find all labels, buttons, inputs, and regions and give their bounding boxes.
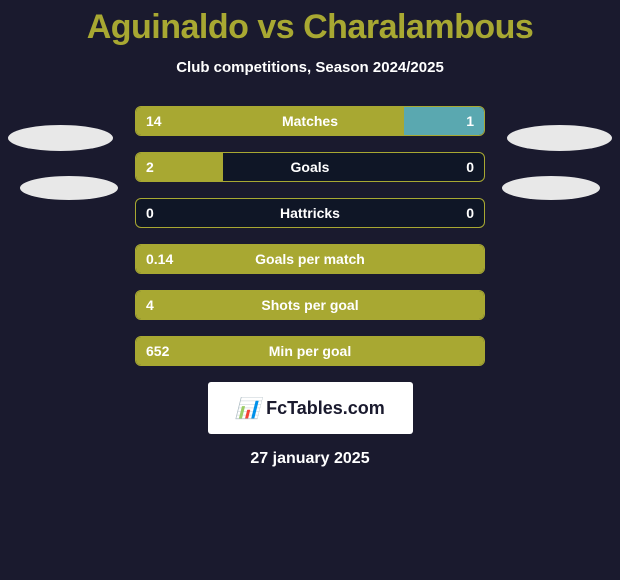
stat-label: Goals bbox=[136, 159, 484, 175]
stat-label: Matches bbox=[136, 113, 484, 129]
stat-label: Min per goal bbox=[136, 343, 484, 359]
stat-label: Goals per match bbox=[136, 251, 484, 267]
stat-value-right: 0 bbox=[466, 205, 474, 221]
stat-label: Shots per goal bbox=[136, 297, 484, 313]
player-left-badge-2 bbox=[20, 176, 118, 200]
date-label: 27 january 2025 bbox=[0, 450, 620, 468]
player-right-badge-1 bbox=[507, 125, 612, 151]
chart-icon: 📊 bbox=[235, 396, 260, 421]
player-right-badge-2 bbox=[502, 176, 600, 200]
page-title: Aguinaldo vs Charalambous bbox=[0, 0, 620, 47]
subtitle: Club competitions, Season 2024/2025 bbox=[0, 59, 620, 76]
table-row: 4 Shots per goal bbox=[135, 290, 485, 320]
table-row: 0.14 Goals per match bbox=[135, 244, 485, 274]
fctables-logo-link[interactable]: 📊 FcTables.com bbox=[208, 382, 413, 434]
stat-value-right: 0 bbox=[466, 159, 474, 175]
table-row: 0 Hattricks 0 bbox=[135, 198, 485, 228]
logo-text: FcTables.com bbox=[266, 398, 385, 419]
table-row: 652 Min per goal bbox=[135, 336, 485, 366]
stat-value-right: 1 bbox=[466, 113, 474, 129]
player-left-badge-1 bbox=[8, 125, 113, 151]
table-row: 2 Goals 0 bbox=[135, 152, 485, 182]
stat-label: Hattricks bbox=[136, 205, 484, 221]
table-row: 14 Matches 1 bbox=[135, 106, 485, 136]
